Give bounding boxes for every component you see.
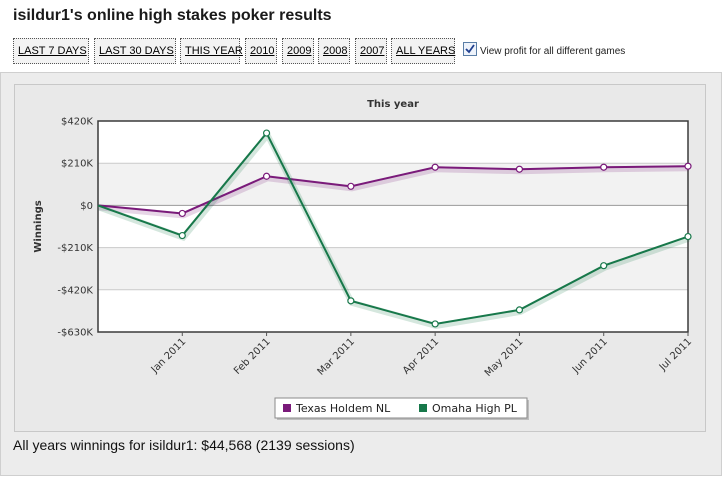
data-point (262, 129, 271, 137)
filter-all-years-button[interactable]: ALL YEARS (391, 38, 455, 64)
data-point (515, 306, 524, 314)
filter-2009-button[interactable]: 2009 (282, 38, 314, 64)
legend-label: Texas Holdem NL (295, 402, 391, 415)
x-tick-label: Jul 2011 (657, 336, 694, 373)
y-tick-label: $210K (61, 159, 93, 170)
series-line-shadow (98, 165, 690, 219)
data-point (515, 165, 524, 173)
data-point (600, 163, 608, 171)
y-tick-label: -$210K (57, 243, 93, 254)
data-point (684, 162, 692, 170)
plot-band (98, 247, 688, 290)
data-point (684, 232, 692, 241)
chart-title: This year (367, 99, 419, 110)
legend-label: Omaha High PL (432, 402, 518, 415)
legend-swatch (419, 404, 427, 412)
y-tick-label: $0 (80, 201, 93, 212)
series-line (97, 131, 689, 325)
y-tick-label: $420K (61, 117, 93, 128)
data-point (262, 172, 271, 180)
view-profit-checkbox[interactable] (463, 42, 477, 56)
plot-border (97, 120, 689, 333)
y-tick-label: -$630K (57, 328, 93, 339)
y-tick-label: -$420K (57, 285, 93, 296)
x-tick-label: May 2011 (483, 336, 526, 379)
plot-band (98, 163, 688, 206)
x-tick-label: Feb 2011 (232, 336, 273, 377)
series-line-shadow (97, 129, 690, 330)
x-tick-label: Jun 2011 (570, 336, 610, 376)
checkmark-icon (465, 44, 475, 54)
filter-last-7-days-button[interactable]: LAST 7 DAYS (13, 38, 89, 64)
data-point (347, 297, 355, 305)
data-point (178, 231, 186, 240)
filter-last-30-days-button[interactable]: LAST 30 DAYS (94, 38, 176, 64)
view-profit-label: View profit for all different games (480, 46, 626, 57)
page-title: isildur1's online high stakes poker resu… (13, 7, 332, 24)
legend-box (274, 397, 528, 419)
data-point (431, 320, 439, 328)
data-point (600, 262, 608, 270)
data-point (347, 182, 355, 190)
filter-2008-button[interactable]: 2008 (318, 38, 350, 64)
y-axis-label: Winnings (33, 200, 44, 252)
x-tick-label: Mar 2011 (316, 336, 357, 377)
winnings-chart: This year $420K $210K $0 -$210K -$420K -$630K W… (33, 99, 694, 420)
winnings-summary: All years winnings for isildur1: $44,568… (13, 437, 355, 453)
x-tick-label: Jan 2011 (149, 336, 189, 376)
data-point (431, 163, 439, 171)
x-tick-label: Apr 2011 (401, 336, 441, 376)
plot-area (98, 121, 688, 332)
legend-swatch (283, 404, 291, 412)
data-point (178, 209, 186, 218)
chart-frame: This year $420K $210K $0 -$210K -$420K -$630K W… (14, 84, 706, 432)
filter-this-year-button[interactable]: THIS YEAR (180, 38, 243, 64)
filter-2010-button[interactable]: 2010 (245, 38, 277, 64)
filter-2007-button[interactable]: 2007 (355, 38, 387, 64)
results-panel: This year $420K $210K $0 -$210K -$420K -$630K W… (0, 72, 722, 476)
series-line (97, 165, 689, 215)
